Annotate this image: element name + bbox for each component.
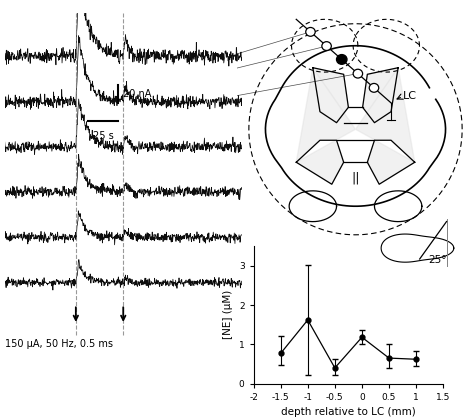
Circle shape	[369, 83, 379, 92]
Circle shape	[353, 69, 363, 78]
Circle shape	[337, 55, 347, 64]
Text: ||: ||	[351, 171, 360, 184]
X-axis label: depth relative to LC (mm): depth relative to LC (mm)	[281, 407, 416, 417]
Polygon shape	[296, 68, 415, 184]
Y-axis label: [NE] (μM): [NE] (μM)	[223, 290, 233, 339]
Text: LC: LC	[403, 91, 417, 101]
Text: 25 s: 25 s	[93, 131, 113, 141]
Circle shape	[322, 42, 331, 50]
Text: 150 μA, 50 Hz, 0.5 ms: 150 μA, 50 Hz, 0.5 ms	[5, 339, 113, 349]
Text: 20 nA: 20 nA	[123, 89, 152, 99]
Circle shape	[306, 28, 315, 36]
Text: 25°: 25°	[428, 255, 447, 265]
